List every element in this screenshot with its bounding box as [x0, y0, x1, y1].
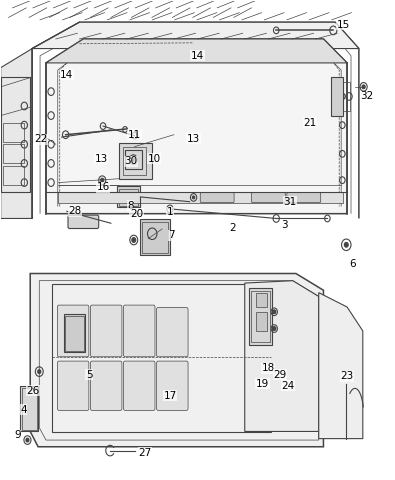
Bar: [117, 186, 141, 207]
Bar: [119, 143, 152, 179]
Text: 14: 14: [191, 51, 204, 61]
Text: 7: 7: [169, 230, 175, 240]
Bar: [22, 388, 36, 430]
Circle shape: [273, 326, 276, 330]
Bar: [65, 316, 84, 351]
Polygon shape: [32, 22, 359, 48]
Circle shape: [344, 242, 348, 247]
Bar: [64, 314, 85, 352]
Text: 15: 15: [337, 20, 350, 30]
Text: 18: 18: [262, 363, 275, 373]
Bar: [249, 288, 272, 345]
FancyBboxPatch shape: [287, 192, 321, 203]
FancyBboxPatch shape: [200, 192, 234, 203]
Text: 10: 10: [148, 154, 161, 164]
Text: 1: 1: [167, 207, 173, 217]
FancyBboxPatch shape: [124, 305, 155, 357]
Bar: [119, 189, 139, 205]
Circle shape: [273, 310, 276, 314]
Bar: [251, 291, 270, 342]
FancyBboxPatch shape: [156, 308, 188, 357]
Text: 6: 6: [350, 259, 356, 269]
Bar: [52, 284, 271, 432]
FancyBboxPatch shape: [57, 305, 89, 357]
FancyBboxPatch shape: [68, 215, 99, 228]
Text: 4: 4: [20, 405, 27, 415]
Text: 30: 30: [124, 156, 137, 166]
Bar: [3, 123, 24, 142]
Text: 5: 5: [86, 370, 92, 380]
Text: 23: 23: [340, 372, 354, 382]
Bar: [1, 77, 30, 192]
Text: 20: 20: [130, 209, 143, 219]
Bar: [142, 222, 168, 253]
FancyBboxPatch shape: [124, 361, 155, 410]
Text: 14: 14: [60, 70, 73, 80]
Polygon shape: [245, 281, 319, 432]
Bar: [21, 386, 38, 432]
Circle shape: [192, 196, 195, 199]
FancyBboxPatch shape: [156, 361, 188, 410]
Text: 3: 3: [281, 220, 288, 230]
Polygon shape: [46, 39, 347, 63]
FancyBboxPatch shape: [90, 361, 122, 410]
Circle shape: [132, 157, 135, 161]
FancyBboxPatch shape: [252, 192, 285, 203]
Text: 13: 13: [94, 154, 108, 164]
Bar: [141, 219, 170, 255]
Circle shape: [38, 370, 41, 373]
Bar: [331, 77, 343, 116]
Text: 19: 19: [256, 379, 269, 389]
Text: 28: 28: [68, 206, 81, 216]
Text: 31: 31: [283, 197, 297, 207]
Bar: [343, 82, 350, 111]
Text: 21: 21: [303, 118, 316, 128]
Polygon shape: [46, 39, 347, 214]
Circle shape: [101, 178, 104, 182]
Circle shape: [26, 438, 29, 442]
Text: 9: 9: [14, 430, 21, 440]
Text: 16: 16: [96, 182, 110, 192]
Polygon shape: [319, 293, 363, 439]
Polygon shape: [30, 274, 324, 447]
Bar: [125, 150, 142, 169]
Circle shape: [132, 238, 136, 242]
FancyBboxPatch shape: [57, 361, 89, 410]
Bar: [123, 147, 146, 175]
Text: 2: 2: [229, 223, 236, 233]
Text: 27: 27: [139, 448, 152, 458]
Text: 24: 24: [281, 381, 295, 391]
Bar: [3, 166, 24, 185]
Text: 32: 32: [360, 91, 373, 101]
Text: 29: 29: [273, 370, 287, 380]
Text: 17: 17: [163, 391, 177, 400]
Polygon shape: [1, 48, 32, 218]
Circle shape: [362, 85, 365, 89]
Text: 26: 26: [26, 386, 40, 396]
Text: 8: 8: [127, 201, 134, 211]
Text: 13: 13: [187, 133, 200, 144]
Text: 22: 22: [34, 134, 47, 144]
FancyBboxPatch shape: [90, 305, 122, 357]
Polygon shape: [58, 192, 343, 203]
Text: 11: 11: [128, 130, 141, 140]
Bar: [256, 312, 267, 331]
Bar: [256, 293, 267, 307]
Bar: [3, 144, 24, 163]
